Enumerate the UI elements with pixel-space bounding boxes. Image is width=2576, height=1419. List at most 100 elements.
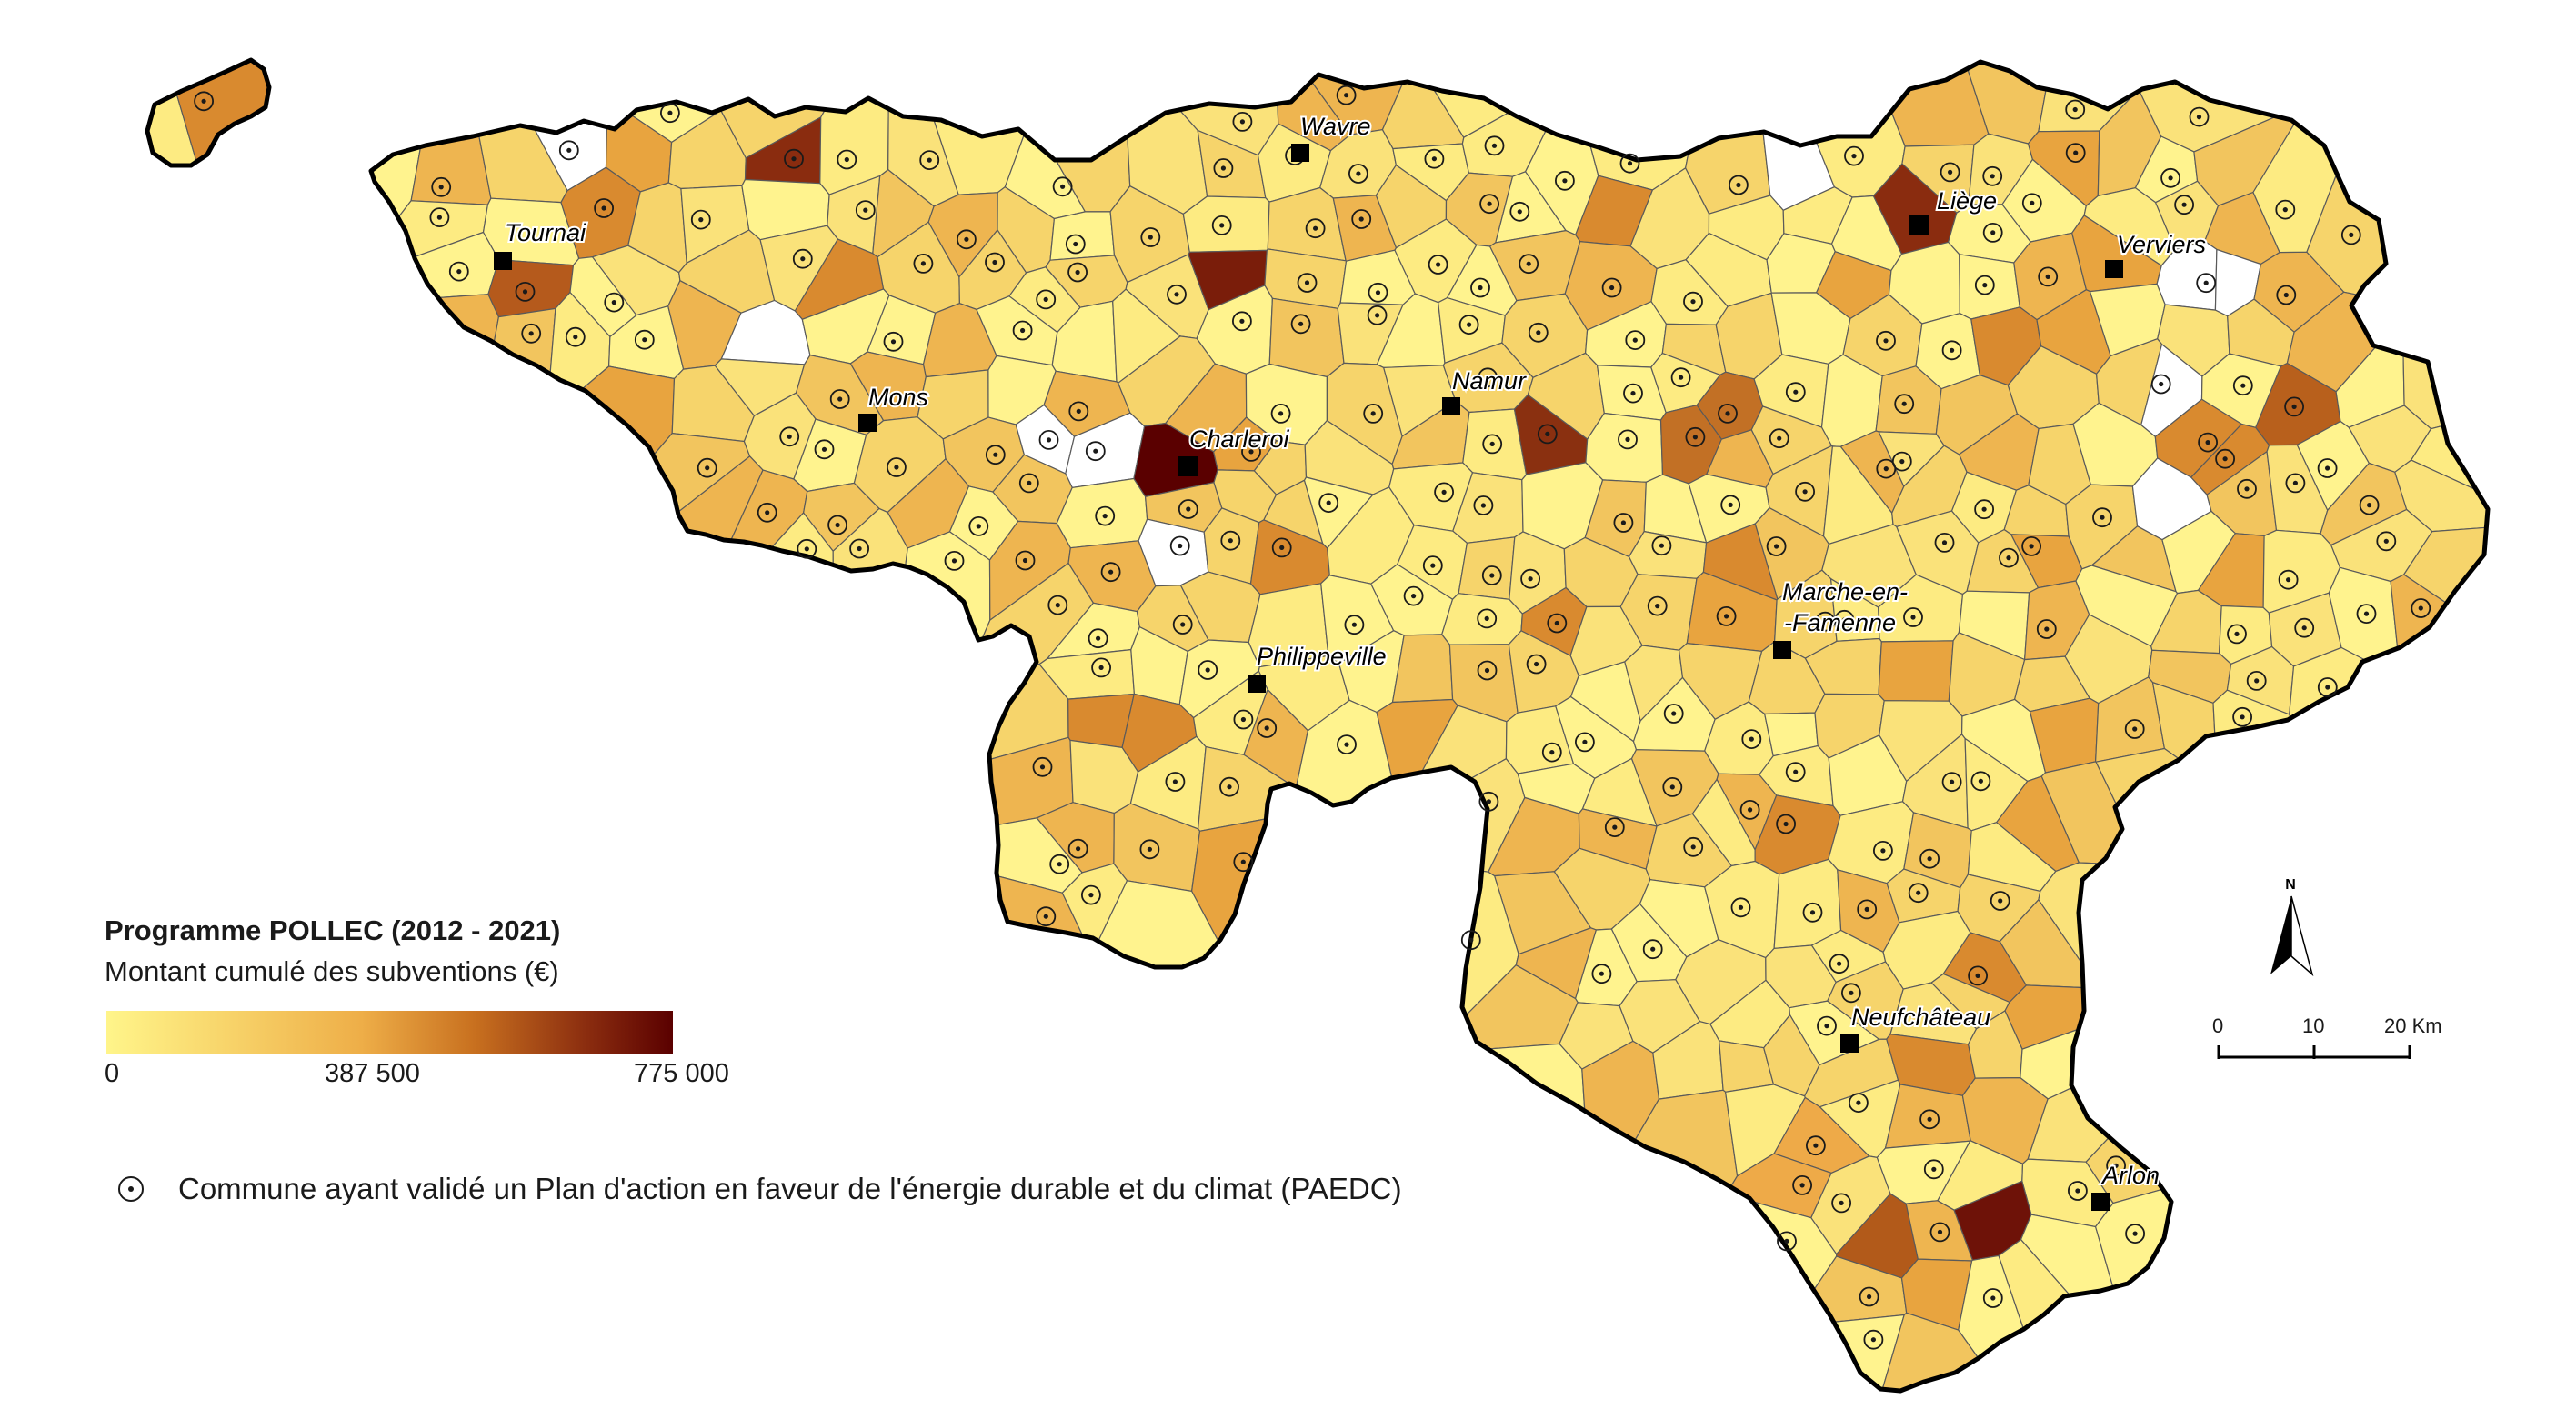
region-border bbox=[145, 57, 2491, 1394]
paedc-marker-icon bbox=[1067, 262, 1088, 283]
paedc-marker-icon bbox=[1908, 883, 1929, 904]
paedc-marker-icon bbox=[1891, 451, 1912, 472]
paedc-marker-icon bbox=[1140, 227, 1161, 247]
paedc-marker-icon bbox=[855, 200, 876, 221]
paedc-marker-icon bbox=[1541, 742, 1562, 763]
paedc-marker-icon bbox=[1859, 1286, 1879, 1307]
paedc-marker-icon bbox=[2021, 536, 2042, 556]
paedc-marker-icon bbox=[1233, 709, 1254, 730]
paedc-marker-icon bbox=[1940, 162, 1960, 183]
paedc-marker-icon bbox=[1478, 791, 1499, 812]
paedc-marker-icon bbox=[1018, 473, 1039, 494]
paedc-marker-icon bbox=[1337, 734, 1357, 754]
paedc-marker-icon bbox=[1169, 535, 1190, 556]
city-label-neufchateau: Neufchâteau bbox=[1851, 1004, 1990, 1031]
city-label-marche-2: -Famenne bbox=[1784, 609, 1896, 636]
paedc-marker-icon bbox=[1047, 595, 1068, 615]
paedc-marker-icon bbox=[1484, 135, 1505, 156]
paedc-marker-icon bbox=[1777, 1231, 1797, 1252]
commune-cell bbox=[1878, 640, 1954, 702]
paedc-marker-icon bbox=[2038, 266, 2059, 287]
paedc-marker-icon bbox=[1849, 1093, 1869, 1113]
paedc-marker-icon bbox=[2356, 604, 2377, 624]
paedc-marker-icon bbox=[2232, 375, 2253, 396]
paedc-marker-icon bbox=[814, 439, 835, 460]
paedc-marker-icon bbox=[1528, 322, 1549, 343]
paedc-marker-icon bbox=[1923, 1159, 1944, 1180]
paedc-marker-icon bbox=[1211, 215, 1232, 235]
paedc-marker-icon bbox=[1841, 983, 1861, 1004]
paedc-marker-icon bbox=[1478, 367, 1498, 388]
city-label-namur: Namur bbox=[1452, 367, 1527, 395]
paedc-marker-icon bbox=[448, 261, 469, 282]
paedc-marker-icon bbox=[1575, 732, 1595, 753]
paedc-marker-icon bbox=[1477, 660, 1498, 681]
paedc-marker-icon bbox=[1876, 330, 1896, 351]
paedc-marker-icon bbox=[1990, 891, 2010, 911]
paedc-marker-icon bbox=[1519, 254, 1539, 275]
paedc-marker-icon bbox=[1172, 615, 1193, 635]
paedc-marker-icon bbox=[2065, 99, 2086, 120]
paedc-marker-icon bbox=[1785, 762, 1806, 783]
city-marker-mons bbox=[858, 414, 877, 432]
paedc-marker-icon bbox=[2276, 285, 2297, 305]
paedc-marker-icon bbox=[1766, 536, 1787, 556]
paedc-marker-icon bbox=[1929, 1222, 1950, 1243]
paedc-marker-icon bbox=[1604, 817, 1625, 837]
paedc-marker-icon bbox=[1618, 429, 1638, 450]
paedc-marker-icon bbox=[887, 457, 907, 477]
paedc-marker-icon bbox=[1424, 148, 1445, 169]
paedc-marker-icon bbox=[2215, 448, 2236, 469]
city-marker-neufchateau bbox=[1840, 1034, 1859, 1053]
commune-cell bbox=[1855, 1312, 2045, 1391]
paedc-marker-icon bbox=[2284, 396, 2305, 417]
paedc-marker-icon bbox=[1091, 657, 1111, 678]
city-marker-philippeville bbox=[1248, 675, 1266, 693]
paedc-marker-icon bbox=[1036, 289, 1057, 310]
paedc-marker-icon bbox=[1999, 547, 2019, 568]
commune-cell bbox=[1418, 1043, 1592, 1208]
paedc-marker-icon bbox=[1482, 434, 1503, 455]
paedc-marker-icon bbox=[1642, 939, 1663, 960]
city-label-wavre: Wavre bbox=[1300, 113, 1371, 140]
city-label-mons: Mons bbox=[868, 384, 928, 411]
paedc-marker-icon bbox=[1903, 607, 1923, 627]
paedc-marker-icon bbox=[985, 445, 1006, 465]
paedc-marker-icon bbox=[1982, 165, 2003, 186]
city-label-charleroi: Charleroi bbox=[1189, 425, 1290, 453]
paedc-marker-icon bbox=[594, 198, 614, 218]
city-label-arlon: Arlon bbox=[2100, 1162, 2160, 1189]
paedc-marker-icon bbox=[1670, 367, 1691, 388]
paedc-marker-icon bbox=[1651, 535, 1672, 556]
paedc-marker-icon bbox=[697, 457, 717, 478]
paedc-marker-icon bbox=[968, 516, 989, 536]
paedc-marker-icon bbox=[1336, 85, 1357, 105]
paedc-marker-icon bbox=[1729, 175, 1749, 195]
paedc-marker-icon bbox=[2160, 167, 2181, 188]
paedc-marker-icon bbox=[1716, 606, 1737, 626]
scale-bar: 0 10 20 Km bbox=[2212, 1014, 2442, 1059]
paedc-marker-icon bbox=[1623, 383, 1643, 404]
paedc-marker-icon bbox=[1290, 314, 1311, 335]
commune-cell bbox=[1268, 297, 1345, 378]
paedc-marker-icon bbox=[1012, 320, 1033, 341]
paedc-marker-icon bbox=[2150, 374, 2171, 395]
legend-title: Programme POLLEC (2012 - 2021) bbox=[105, 914, 560, 946]
paedc-marker-icon bbox=[1271, 537, 1292, 558]
paedc-marker-icon bbox=[1919, 848, 1940, 869]
paedc-marker-icon bbox=[792, 248, 813, 269]
paedc-marker-icon bbox=[837, 149, 857, 170]
paedc-marker-icon bbox=[1088, 628, 1108, 649]
paedc-marker-icon bbox=[1233, 852, 1254, 873]
paedc-marker-icon bbox=[1720, 495, 1741, 515]
paedc-marker-icon bbox=[515, 281, 536, 302]
paedc-marker-icon bbox=[2411, 598, 2431, 618]
paedc-marker-icon bbox=[558, 140, 579, 161]
paedc-marker-icon bbox=[1683, 836, 1704, 857]
paedc-marker-icon bbox=[1591, 964, 1612, 984]
paedc-marker-icon bbox=[797, 538, 817, 559]
paedc-marker-icon bbox=[1167, 284, 1187, 305]
paedc-marker-icon bbox=[1065, 234, 1086, 255]
paedc-marker-icon bbox=[431, 176, 452, 197]
